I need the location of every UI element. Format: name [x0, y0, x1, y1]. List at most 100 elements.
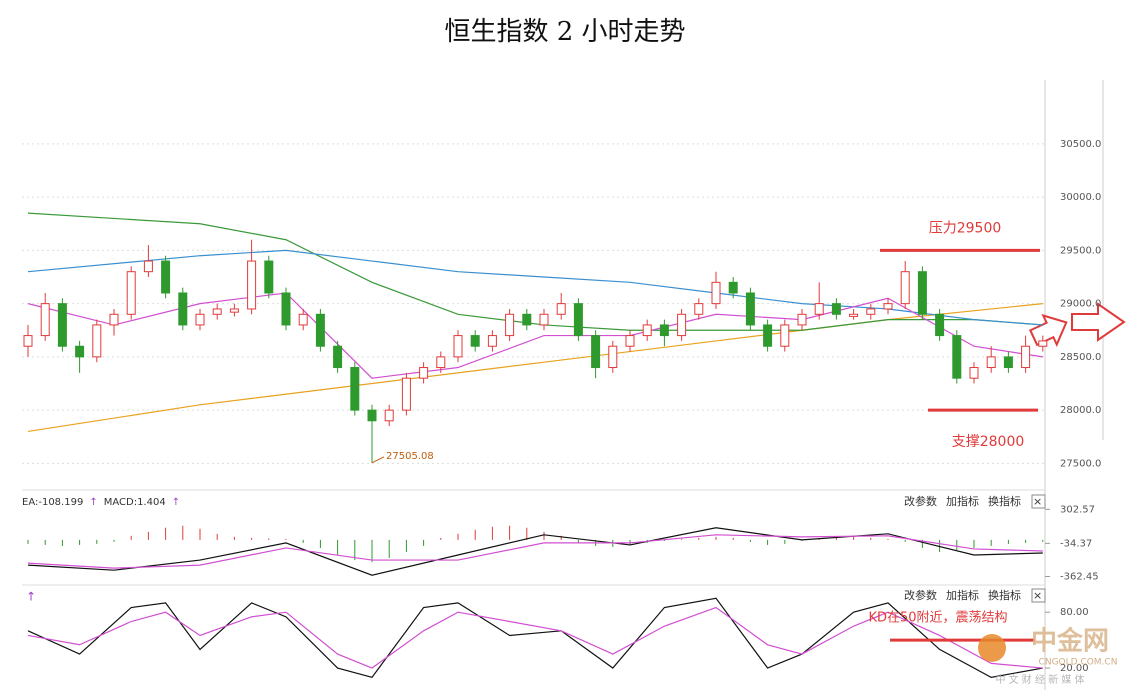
- toolbar-button[interactable]: 加指标: [946, 494, 979, 508]
- macd-header: MACD:1.404: [104, 497, 166, 508]
- y-tick-label: 80.00: [1060, 607, 1089, 618]
- support-label: 支撑28000: [952, 434, 1025, 450]
- macd-header: EA:-108.199: [22, 497, 83, 508]
- candle-body: [109, 313, 119, 326]
- candle-body: [952, 335, 962, 379]
- candle-body: [522, 313, 532, 326]
- candle-body: [849, 313, 859, 317]
- candle-body: [178, 292, 188, 326]
- candle-body: [40, 303, 50, 337]
- chart-title: 恒生指数 2 小时走势: [444, 17, 685, 47]
- candle-body: [866, 308, 876, 315]
- candle-body: [401, 377, 411, 411]
- candle-body: [264, 260, 274, 294]
- candle-body: [143, 260, 153, 273]
- y-tick-label: 20.00: [1060, 663, 1089, 674]
- candle-body: [573, 303, 583, 337]
- watermark-text: 中 文 财 经 新 媒 体: [995, 673, 1084, 686]
- y-tick-label: 30000.0: [1060, 192, 1101, 203]
- y-tick-label: -362.45: [1060, 571, 1099, 582]
- toolbar-button[interactable]: 改参数: [904, 494, 937, 508]
- candle-body: [57, 303, 67, 347]
- arrow-icon: [1028, 313, 1068, 347]
- low-label: 27505.08: [386, 451, 434, 462]
- candle-body: [333, 345, 343, 369]
- y-tick-label: -34.37: [1060, 538, 1092, 549]
- candle-body: [161, 260, 171, 294]
- macd-header: ↑: [89, 497, 97, 508]
- y-tick-label: 27500.0: [1060, 458, 1101, 469]
- candle-body: [92, 324, 102, 358]
- candle-body: [229, 308, 239, 313]
- y-tick-label: 302.57: [1060, 504, 1095, 515]
- candle-body: [1003, 356, 1013, 369]
- kd-note: KD在50附近，震荡结构: [868, 611, 1007, 626]
- candle-body: [917, 271, 927, 315]
- watermark: 中金网 CNGOLD.COM.CN 中 文 财 经 新 媒 体: [978, 626, 1118, 686]
- candle-body: [935, 313, 945, 337]
- candle-body: [900, 271, 910, 305]
- candle-body: [763, 324, 773, 347]
- candle-body: [986, 356, 996, 369]
- candle-body: [384, 409, 394, 422]
- candle-body: [75, 345, 85, 358]
- y-tick-label: 29000.0: [1060, 299, 1101, 310]
- macd-header: ↑: [172, 497, 180, 508]
- ma-line: [27, 249, 1043, 326]
- y-tick-label: 30500.0: [1060, 139, 1101, 150]
- candle-body: [591, 335, 601, 369]
- toolbar-button[interactable]: 改参数: [904, 588, 937, 602]
- toolbar-button[interactable]: 加指标: [946, 588, 979, 602]
- logo: [978, 634, 1006, 662]
- candle-body: [556, 303, 566, 315]
- candle-body: [367, 409, 377, 422]
- candle-body: [1038, 340, 1048, 347]
- candle-body: [831, 303, 841, 315]
- y-tick-label: 28500.0: [1060, 352, 1101, 363]
- candle-body: [126, 271, 136, 315]
- watermark-text: 中金网: [1031, 626, 1109, 657]
- candle-body: [797, 313, 807, 326]
- candle-body: [281, 292, 291, 326]
- candle-body: [23, 335, 33, 347]
- candle-body: [470, 335, 480, 347]
- candle-body: [419, 367, 429, 379]
- candle-body: [487, 335, 497, 347]
- candle-body: [212, 308, 222, 315]
- candle-body: [436, 356, 446, 369]
- watermark-text: CNGOLD.COM.CN: [1039, 658, 1118, 668]
- candle-body: [969, 367, 979, 379]
- candle-body: [247, 260, 257, 310]
- close-button[interactable]: ×: [1033, 495, 1042, 508]
- candle-body: [745, 292, 755, 326]
- candle-body: [780, 324, 790, 347]
- toolbar-button[interactable]: 换指标: [988, 588, 1021, 602]
- macd-line: [27, 534, 1043, 569]
- y-tick-label: 28000.0: [1060, 405, 1101, 416]
- kd-line: [27, 606, 1043, 669]
- toolbar-button[interactable]: 换指标: [988, 494, 1021, 508]
- candle-body: [659, 324, 669, 337]
- arrow-icon: [1071, 302, 1126, 342]
- candle-body: [453, 335, 463, 358]
- candle-body: [195, 313, 205, 326]
- y-tick-label: 29500.0: [1060, 245, 1101, 256]
- resistance-label: 压力29500: [929, 220, 1002, 236]
- close-box: [1031, 494, 1046, 509]
- candle-body: [728, 281, 738, 294]
- candle-body: [608, 345, 618, 369]
- close-button[interactable]: ×: [1033, 589, 1042, 602]
- candle-body: [883, 303, 893, 310]
- candle-body: [642, 324, 652, 337]
- candle-body: [711, 281, 721, 305]
- close-box: [1031, 588, 1046, 603]
- candle-body: [814, 303, 824, 315]
- annotation-line: [371, 456, 385, 464]
- candle-body: [539, 313, 549, 326]
- candle-body: [350, 367, 360, 411]
- candle-body: [625, 335, 635, 347]
- candle-body: [1021, 345, 1031, 369]
- kd-line: [27, 597, 1043, 679]
- candle-body: [694, 303, 704, 315]
